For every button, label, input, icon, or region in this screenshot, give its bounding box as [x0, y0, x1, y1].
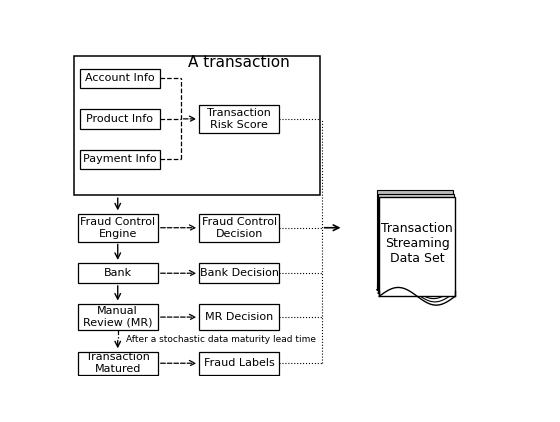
Text: Product Info: Product Info	[86, 114, 153, 124]
Text: A transaction: A transaction	[188, 55, 290, 70]
Text: Fraud Control
Decision: Fraud Control Decision	[202, 217, 277, 238]
FancyBboxPatch shape	[199, 214, 279, 241]
FancyBboxPatch shape	[379, 197, 455, 296]
Text: Fraud Control
Engine: Fraud Control Engine	[80, 217, 155, 238]
Text: Account Info: Account Info	[85, 73, 155, 83]
FancyBboxPatch shape	[78, 304, 158, 330]
Text: Bank: Bank	[104, 268, 132, 278]
FancyBboxPatch shape	[80, 150, 160, 169]
FancyBboxPatch shape	[199, 105, 279, 133]
Text: Fraud Labels: Fraud Labels	[204, 358, 274, 368]
FancyBboxPatch shape	[78, 352, 158, 375]
Text: MR Decision: MR Decision	[205, 312, 273, 322]
FancyBboxPatch shape	[378, 194, 454, 293]
FancyBboxPatch shape	[80, 68, 160, 88]
Text: Manual
Review (MR): Manual Review (MR)	[83, 306, 152, 328]
FancyBboxPatch shape	[377, 190, 452, 290]
FancyBboxPatch shape	[199, 304, 279, 330]
Text: Payment Info: Payment Info	[83, 154, 157, 165]
Text: Bank Decision: Bank Decision	[200, 268, 279, 278]
FancyBboxPatch shape	[80, 109, 160, 129]
FancyBboxPatch shape	[74, 56, 320, 195]
FancyBboxPatch shape	[78, 263, 158, 283]
Text: Transaction
Matured: Transaction Matured	[86, 352, 150, 374]
Text: Transaction
Streaming
Data Set: Transaction Streaming Data Set	[381, 222, 453, 265]
FancyBboxPatch shape	[199, 263, 279, 283]
Text: Transaction
Risk Score: Transaction Risk Score	[207, 108, 271, 130]
Text: After a stochastic data maturity lead time: After a stochastic data maturity lead ti…	[127, 335, 316, 344]
FancyBboxPatch shape	[78, 214, 158, 241]
FancyBboxPatch shape	[199, 352, 279, 375]
